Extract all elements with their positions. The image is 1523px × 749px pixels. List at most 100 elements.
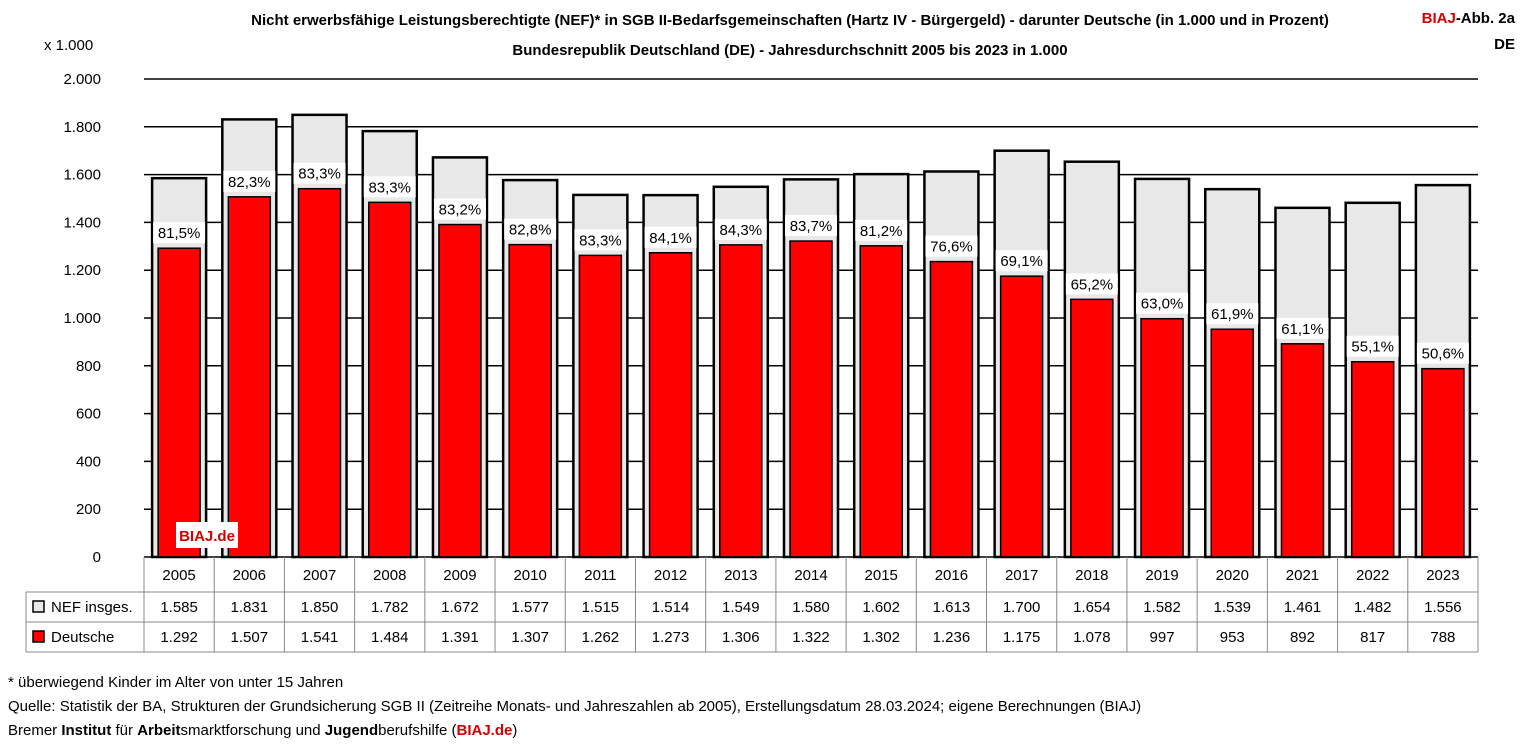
data-label-percent: 83,3% [368, 179, 411, 196]
y-tick-label: 1.800 [63, 119, 101, 136]
table-cell-nef-insges: 1.700 [1003, 599, 1041, 616]
x-tick-label: 2012 [654, 567, 687, 584]
bar-deutsche [157, 247, 201, 558]
table-cell-nef-insges: 1.654 [1073, 599, 1111, 616]
figure-id: BIAJ-Abb. 2a [1422, 10, 1515, 27]
table-cell-nef-insges: 1.782 [371, 599, 409, 616]
legend-key-deutsche [32, 630, 45, 643]
figure-id-suffix: -Abb. 2a [1455, 10, 1515, 27]
legend-label-deutsche: Deutsche [51, 629, 114, 646]
data-label-bg [1346, 335, 1399, 357]
data-label-bg [995, 250, 1048, 272]
y-tick-label: 1.200 [63, 262, 101, 279]
bar-deutsche [1140, 317, 1184, 558]
bar-deutsche [1070, 298, 1114, 558]
x-tick-label: 2010 [513, 567, 546, 584]
footnote-publisher-part: Jugend [324, 722, 379, 739]
data-label-percent: 55,1% [1351, 339, 1394, 356]
table-cell-nef-insges: 1.514 [652, 599, 690, 616]
footnote-publisher-part: Bremer [8, 722, 62, 739]
table-cell-deutsche: 1.078 [1073, 629, 1111, 646]
bar-deutsche [508, 243, 552, 558]
bar-deutsche [719, 244, 763, 558]
x-tick-label: 2013 [724, 567, 757, 584]
table-cell-deutsche: 1.306 [722, 629, 760, 646]
table-cell-deutsche: 892 [1290, 629, 1315, 646]
x-tick-label: 2007 [303, 567, 336, 584]
data-label-percent: 69,1% [1000, 253, 1043, 270]
table-cell-nef-insges: 1.577 [511, 599, 549, 616]
x-tick-label: 2019 [1145, 567, 1178, 584]
bar-deutsche [227, 196, 272, 558]
bar-deutsche [929, 260, 974, 558]
chart-title-line1: Nicht erwerbsfähige Leistungsberechtigte… [251, 12, 1329, 29]
footnote-publisher: Bremer Institut für Arbeitsmarktforschun… [8, 722, 517, 739]
data-label-bg [153, 222, 206, 244]
table-cell-nef-insges: 1.672 [441, 599, 479, 616]
bar-deutsche [1421, 367, 1465, 558]
footnote-publisher-part: Arbeit [137, 722, 181, 739]
bar-deutsche [367, 201, 412, 558]
data-label-bg [644, 226, 697, 248]
figure-region: DE [1494, 36, 1515, 53]
table-cell-deutsche: 1.175 [1003, 629, 1041, 646]
y-tick-label: 1.000 [63, 310, 101, 327]
table-cell-deutsche: 1.322 [792, 629, 830, 646]
legend-key-nef-insges [32, 600, 45, 613]
x-tick-label: 2020 [1216, 567, 1249, 584]
data-label-bg [1136, 292, 1189, 314]
table-cell-nef-insges: 1.580 [792, 599, 830, 616]
table-cell-nef-insges: 1.556 [1424, 599, 1462, 616]
bar-deutsche [648, 252, 693, 558]
data-label-bg [504, 218, 557, 240]
data-label-percent: 61,1% [1281, 321, 1324, 338]
bar-deutsche [438, 223, 482, 558]
table-cell-nef-insges: 1.482 [1354, 599, 1392, 616]
x-tick-label: 2005 [162, 567, 195, 584]
x-tick-label: 2016 [935, 567, 968, 584]
table-cell-nef-insges: 1.602 [862, 599, 900, 616]
footnote-publisher-part: Institut [61, 722, 112, 739]
x-tick-label: 2018 [1075, 567, 1108, 584]
x-tick-label: 2017 [1005, 567, 1038, 584]
table-cell-deutsche: 788 [1430, 629, 1455, 646]
data-label-percent: 76,6% [930, 239, 973, 256]
y-tick-label: 800 [76, 358, 101, 375]
x-tick-label: 2014 [794, 567, 827, 584]
data-label-bg [714, 218, 767, 240]
footnote-publisher-part: für [111, 722, 138, 739]
data-label-bg [1206, 303, 1259, 325]
data-label-bg [1065, 273, 1118, 295]
data-label-bg [363, 176, 416, 198]
data-label-bg [785, 215, 837, 237]
table-cell-deutsche: 1.292 [160, 629, 198, 646]
table-cell-deutsche: 1.541 [301, 629, 339, 646]
data-label-percent: 50,6% [1422, 346, 1465, 363]
data-label-bg [1276, 317, 1329, 339]
bar-deutsche [578, 254, 623, 558]
y-axis-unit-label: x 1.000 [44, 37, 94, 54]
data-label-percent: 83,7% [790, 218, 833, 235]
figure-id-brand: BIAJ [1421, 10, 1456, 27]
data-label-percent: 81,2% [860, 223, 903, 240]
table-cell-deutsche: 1.484 [371, 629, 409, 646]
table-cell-deutsche: 1.302 [862, 629, 900, 646]
bar-deutsche [1280, 343, 1325, 558]
x-tick-label: 2021 [1286, 567, 1319, 584]
table-cell-nef-insges: 1.582 [1143, 599, 1181, 616]
x-tick-label: 2006 [233, 567, 266, 584]
footnote-source: Quelle: Statistik der BA, Strukturen der… [8, 698, 1142, 715]
y-tick-label: 0 [93, 549, 101, 566]
y-tick-label: 400 [76, 453, 101, 470]
y-tick-label: 600 [76, 406, 101, 423]
table-cell-deutsche: 1.262 [582, 629, 620, 646]
data-label-percent: 84,1% [649, 230, 692, 247]
x-tick-label: 2008 [373, 567, 406, 584]
data-label-percent: 81,5% [158, 225, 201, 242]
data-label-percent: 84,3% [720, 222, 763, 239]
data-label-percent: 82,8% [509, 222, 552, 239]
data-label-bg [855, 219, 908, 241]
x-tick-label: 2023 [1426, 567, 1459, 584]
bar-deutsche [859, 245, 903, 558]
table-cell-nef-insges: 1.850 [301, 599, 339, 616]
